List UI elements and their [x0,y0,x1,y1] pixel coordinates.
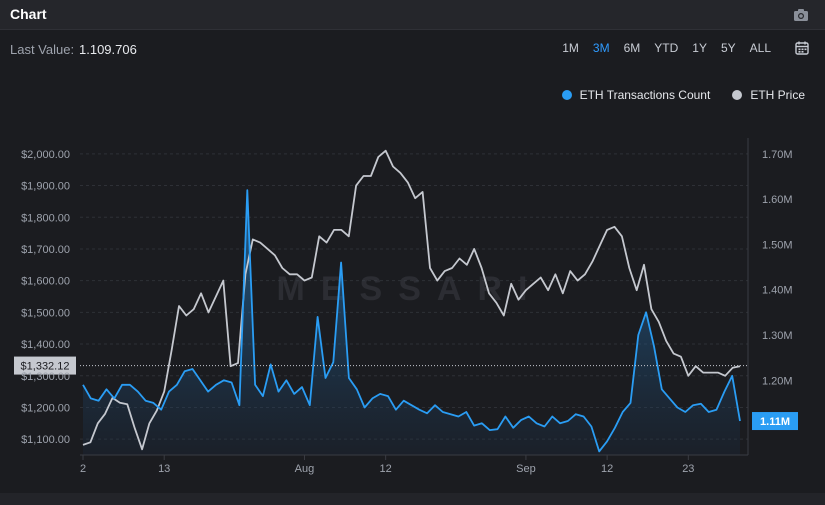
left-tick-label: $1,100.00 [21,434,70,446]
left-tick-label: $1,300.00 [21,371,70,383]
x-tick-label: 13 [158,463,170,475]
left-axis-ticks: $2,000.00 $1,900.00 $1,800.00 $1,700.00 $1,6… [21,149,70,446]
price-marker-badge [14,356,76,375]
left-tick-label: $1,900.00 [21,181,70,193]
eth-price-line [82,149,741,451]
left-tick-label: $1,200.00 [21,402,70,414]
right-tick-label: 1.30M [762,330,793,342]
price-marker-label: $1,332.12 [21,361,70,373]
legend-label-tx-count: ETH Transactions Count [579,88,711,102]
tx-marker-badge [752,412,798,431]
legend-dot-tx-count [561,90,572,100]
legend-item-tx-count[interactable]: ETH Transactions Count [561,88,711,102]
x-tick-label: Sep [516,463,536,475]
tx-count-area [83,190,740,455]
chart-toolbar: Last Value: 1.109.706 1M 3M 6M YTD 1Y 5Y… [0,31,825,67]
left-tick-label: $1,600.00 [21,276,70,288]
chart-header: Chart [0,0,825,30]
x-tick-label: 2 [80,463,86,475]
range-1y-button[interactable]: 1Y [692,41,707,55]
last-value: 1.109.706 [79,42,137,57]
range-5y-button[interactable]: 5Y [720,41,736,55]
left-tick-label: $1,500.00 [21,307,70,319]
right-axis-ticks: 1.70M 1.60M 1.50M 1.40M 1.30M 1.20M [762,149,793,387]
chart-title: Chart [10,6,47,22]
left-tick-label: $1,400.00 [21,339,70,351]
tx-marker-label: 1.11M [760,416,790,428]
right-tick-label: 1.40M [762,285,793,297]
right-tick-label: 1.20M [762,375,793,387]
range-6m-button[interactable]: 6M [623,41,641,55]
x-tick-label: Aug [295,463,315,475]
bottom-bar [0,493,825,505]
range-3m-button[interactable]: 3M [592,41,610,55]
left-tick-label: $1,700.00 [21,244,70,256]
range-all-button[interactable]: ALL [749,41,771,55]
x-tick-label: 12 [380,463,392,475]
legend-item-eth-price[interactable]: ETH Price [732,88,805,102]
x-axis-ticks: 2 13 Aug 12 Sep 12 23 [80,455,694,475]
watermark-text: MESSARI [277,270,544,308]
range-selector: 1M 3M 6M YTD 1Y 5Y ALL [555,41,778,55]
left-tick-label: $2,000.00 [21,149,70,161]
x-tick-label: 23 [682,463,694,475]
calendar-icon[interactable] [795,41,809,55]
right-tick-label: 1.50M [762,239,793,251]
range-1m-button[interactable]: 1M [562,41,579,55]
legend-label-eth-price: ETH Price [750,88,805,102]
tx-count-line [82,189,741,453]
chart-legend: ETH Transactions Count ETH Price [540,88,805,102]
right-tick-label: 1.60M [762,194,793,206]
range-ytd-button[interactable]: YTD [654,41,679,55]
legend-dot-eth-price [732,90,743,100]
left-tick-label: $1,800.00 [21,212,70,224]
x-tick-label: 12 [601,463,613,475]
right-tick-label: 1.70M [762,149,793,161]
value-markers: $1,332.12 1.11M [14,356,798,431]
last-value-label: Last Value: [10,42,75,57]
series-areas [83,190,740,455]
camera-icon[interactable] [793,8,809,22]
series-lines [82,149,741,453]
